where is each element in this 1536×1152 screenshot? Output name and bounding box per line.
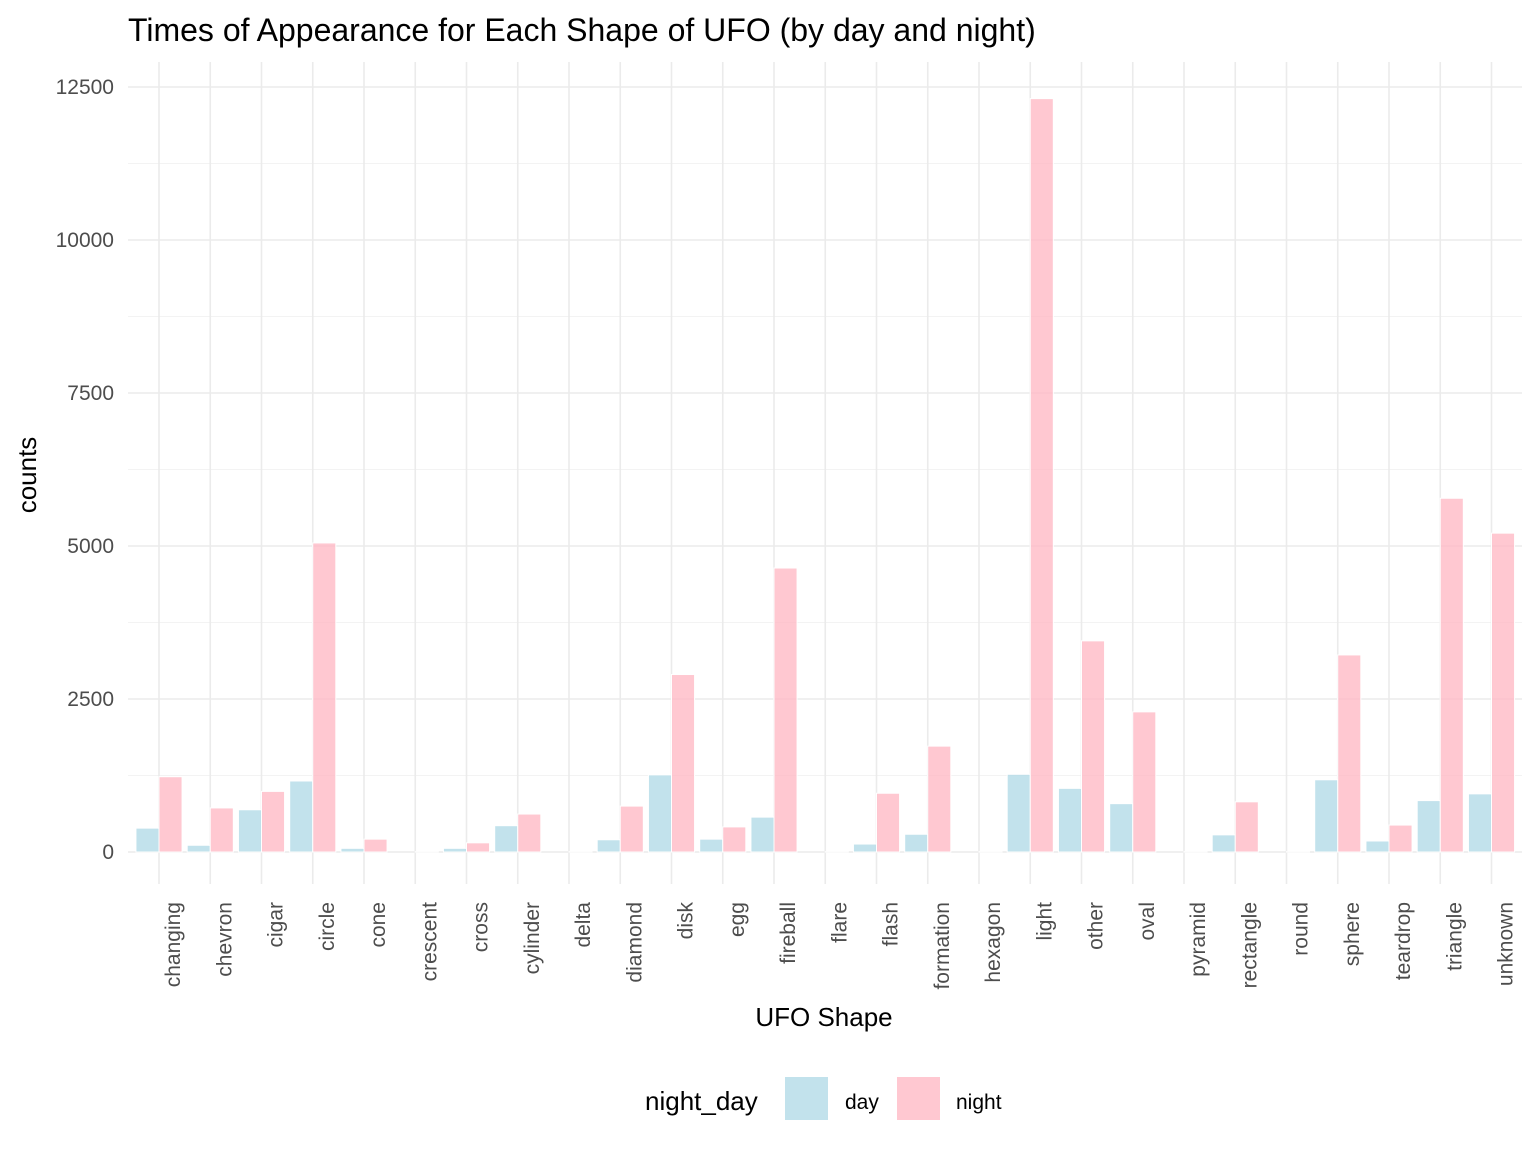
- x-tick-label: hexagon: [982, 902, 1005, 983]
- bar-night-rectangle: [1234, 801, 1259, 853]
- bars: [135, 98, 1516, 853]
- x-tick-label: chevron: [213, 902, 236, 977]
- x-tick-label: crescent: [418, 902, 441, 982]
- bar-night-circle: [312, 542, 337, 853]
- x-tick-label: unknown: [1495, 902, 1518, 986]
- legend-items: day night: [785, 1077, 1002, 1120]
- y-tick-label: 10000: [56, 229, 114, 252]
- x-tick-label: oval: [1136, 902, 1159, 941]
- bar-night-light: [1029, 98, 1054, 853]
- x-tick-label: delta: [572, 902, 595, 948]
- bar-day-unknown: [1467, 793, 1492, 853]
- x-tick-label: egg: [726, 902, 749, 937]
- bar-day-changing: [135, 827, 160, 853]
- x-tick-label: round: [1290, 902, 1313, 956]
- x-tick-label: other: [1085, 902, 1108, 950]
- y-tick-label: 0: [102, 841, 114, 864]
- bar-day-formation: [904, 833, 929, 853]
- legend-key-day: [785, 1077, 828, 1120]
- bar-day-diamond: [596, 839, 621, 853]
- y-tick-label: 12500: [56, 76, 114, 99]
- bar-night-cigar: [261, 790, 286, 853]
- x-tick-label: sphere: [1341, 902, 1364, 966]
- x-axis-ticks: changing chevron cigar circle cone crescent cr…: [162, 902, 1518, 990]
- bar-day-cigar: [237, 809, 262, 853]
- bar-night-fireball: [773, 567, 798, 853]
- y-tick-label: 5000: [67, 535, 114, 558]
- bar-day-light: [1006, 773, 1031, 853]
- bar-day-egg: [699, 838, 724, 853]
- legend: night_day day night: [645, 1077, 1002, 1120]
- bar-day-oval: [1109, 803, 1134, 853]
- legend-key-night: [897, 1077, 940, 1120]
- x-tick-label: diamond: [623, 902, 646, 983]
- bar-day-circle: [289, 780, 314, 853]
- bar-night-egg: [722, 826, 747, 853]
- x-tick-label: circle: [316, 902, 339, 951]
- x-tick-label: changing: [162, 902, 185, 987]
- legend-label-night: night: [956, 1091, 1002, 1114]
- bar-day-cross: [442, 847, 467, 853]
- bar-day-sphere: [1314, 779, 1339, 853]
- x-tick-label: formation: [931, 902, 954, 990]
- bar-night-changing: [158, 776, 183, 853]
- bar-night-triangle: [1439, 497, 1464, 853]
- x-tick-label: triangle: [1443, 902, 1466, 971]
- legend-label-day: day: [845, 1091, 879, 1114]
- bar-night-unknown: [1491, 532, 1516, 853]
- bar-night-flash: [876, 792, 901, 853]
- bar-day-rectangle: [1211, 834, 1236, 853]
- bar-night-chevron: [209, 807, 234, 853]
- bar-day-flash: [852, 843, 877, 853]
- bar-day-other: [1057, 787, 1082, 853]
- bar-night-other: [1081, 640, 1106, 853]
- x-tick-label: disk: [675, 902, 698, 940]
- bar-day-chevron: [186, 844, 211, 853]
- x-tick-label: pyramid: [1187, 902, 1210, 977]
- bar-night-teardrop: [1388, 824, 1413, 853]
- bar-night-cylinder: [517, 813, 542, 853]
- x-tick-label: cone: [367, 902, 390, 948]
- bar-day-disk: [647, 774, 672, 853]
- legend-title: night_day: [645, 1086, 758, 1116]
- x-tick-label: cigar: [265, 902, 288, 948]
- bar-night-sphere: [1337, 654, 1362, 853]
- bar-night-cone: [363, 838, 388, 853]
- x-tick-label: fireball: [777, 902, 800, 964]
- bar-day-teardrop: [1365, 840, 1390, 853]
- grid: [128, 62, 1522, 884]
- x-tick-label: flare: [828, 902, 851, 943]
- x-tick-label: teardrop: [1392, 902, 1415, 980]
- bar-day-triangle: [1416, 800, 1441, 853]
- x-tick-label: light: [1033, 902, 1056, 941]
- bar-day-fireball: [750, 816, 775, 853]
- y-axis-ticks: 0 2500 5000 7500 10000 12500: [56, 76, 114, 864]
- x-tick-label: cross: [470, 902, 493, 952]
- bar-night-disk: [671, 674, 696, 853]
- x-tick-label: rectangle: [1238, 902, 1261, 988]
- bar-night-cross: [466, 842, 491, 853]
- x-tick-label: cylinder: [521, 902, 544, 974]
- x-tick-label: flash: [880, 902, 903, 946]
- bar-day-cylinder: [494, 825, 519, 853]
- bar-day-cone: [340, 847, 365, 853]
- y-tick-label: 2500: [67, 688, 114, 711]
- bar-night-diamond: [619, 805, 644, 853]
- x-axis-title: UFO Shape: [755, 1002, 892, 1032]
- bar-night-oval: [1132, 711, 1157, 853]
- chart-title: Times of Appearance for Each Shape of UF…: [128, 12, 1036, 48]
- y-axis-title: counts: [12, 437, 42, 514]
- y-tick-label: 7500: [67, 382, 114, 405]
- bar-night-formation: [927, 745, 952, 853]
